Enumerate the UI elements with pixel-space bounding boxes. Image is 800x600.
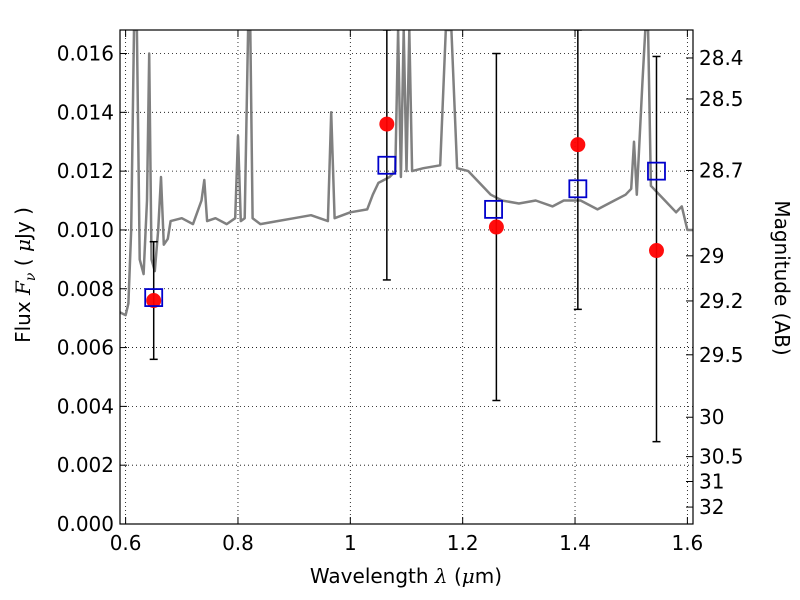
x-tick-label: 1.2 — [447, 531, 479, 555]
mag-tick-label: 29 — [699, 244, 724, 268]
y-tick-label: 0.006 — [57, 336, 114, 360]
x-tick-label: 1.4 — [559, 531, 591, 555]
y-tick-label: 0.012 — [57, 159, 114, 183]
plot-frame — [119, 29, 694, 525]
observed-point — [648, 243, 664, 259]
model-point — [144, 288, 164, 307]
model-point — [647, 161, 666, 181]
observed-point — [570, 137, 586, 153]
y-tick-label: 0.016 — [57, 42, 114, 66]
y-tick-label: 0.008 — [57, 277, 114, 301]
y-tick-label: 0.002 — [57, 453, 114, 477]
y-tick-label: 0.004 — [57, 394, 114, 418]
observed-point — [146, 293, 162, 309]
mag-tick-label: 28.7 — [699, 158, 744, 182]
x-tick-label: 1 — [344, 531, 357, 555]
observed-point — [488, 219, 504, 235]
mag-tick-label: 29.5 — [699, 343, 744, 367]
y-axis-label: Flux Fν ( μJy ) — [11, 207, 39, 343]
mag-tick-label: 32 — [699, 495, 724, 519]
mag-tick-label: 28.5 — [699, 87, 744, 111]
y-tick-label: 0.014 — [57, 100, 114, 124]
spectrum-series — [120, 30, 693, 317]
y-axis-right-label: Magnitude (AB) — [770, 200, 794, 355]
spectrum-line — [120, 30, 693, 317]
grid-lines — [120, 30, 693, 525]
model-point — [484, 199, 503, 219]
observed-point — [379, 116, 395, 132]
mag-tick-label: 30.5 — [699, 445, 744, 469]
model-point — [377, 155, 397, 175]
mag-tick-label: 31 — [699, 469, 724, 493]
mag-tick-label: 28.4 — [699, 46, 744, 70]
model-point — [568, 179, 588, 199]
y-tick-label: 0.000 — [57, 512, 114, 536]
model-points — [144, 155, 666, 307]
observed-points — [146, 116, 664, 309]
tick-labels: 0.6 0.8 1 1.2 1.4 1.6 0.000 0.002 0.004 0.006 0.00… — [57, 42, 744, 555]
x-axis-label: Wavelength λ (μm) — [310, 564, 502, 588]
x-tick-label: 0.8 — [222, 531, 254, 555]
x-tick-label: 1.6 — [671, 531, 703, 555]
mag-tick-label: 30 — [699, 405, 724, 429]
axis-ticks — [120, 30, 693, 525]
x-tick-label: 0.6 — [110, 531, 142, 555]
mag-tick-label: 29.2 — [699, 289, 744, 313]
y-tick-label: 0.010 — [57, 218, 114, 242]
